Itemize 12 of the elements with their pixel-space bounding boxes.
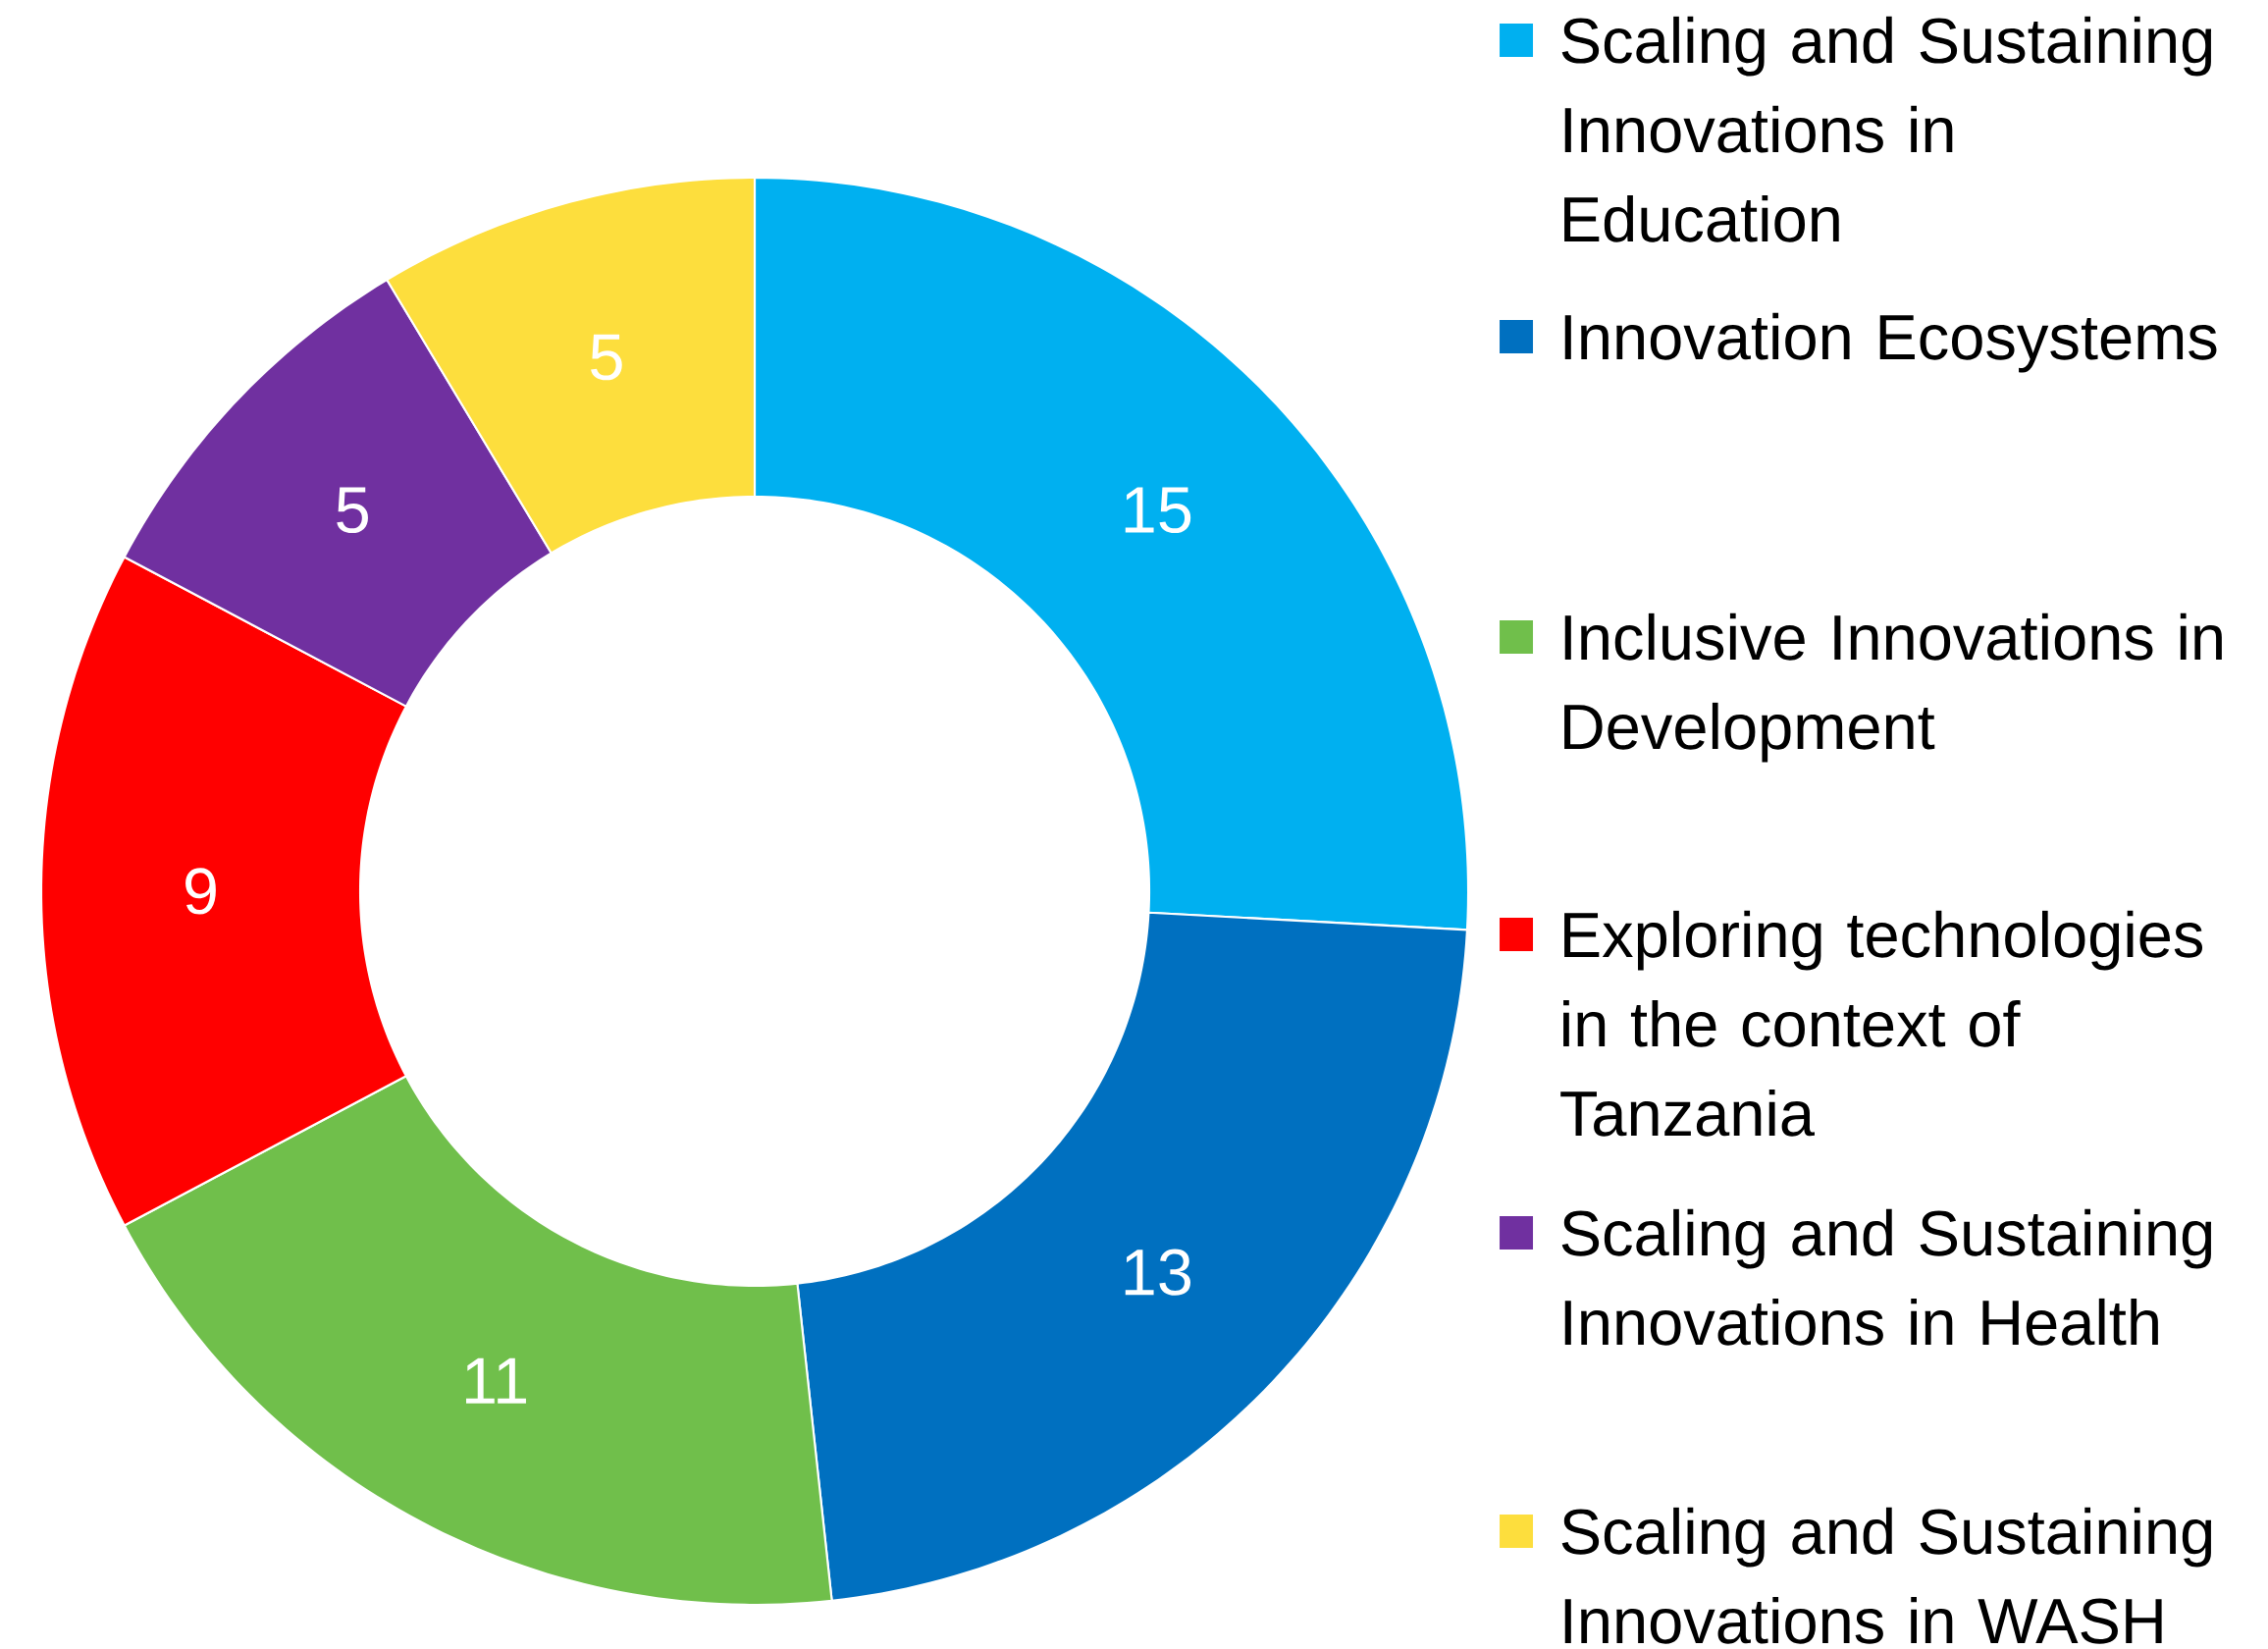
legend-label: Innovation Ecosystems	[1564, 312, 2217, 373]
data-label: 11	[466, 1357, 526, 1404]
legend-label: Scaling and Sustaining Innovations in Health	[1561, 1208, 2212, 1346]
legend-label: Inclusive Innovations in Development	[1564, 612, 2222, 763]
data-label: 13	[1125, 1249, 1191, 1296]
legend-label: Exploring technologies in the context of Tanzania	[1560, 910, 2203, 1137]
data-label: 5	[337, 487, 368, 534]
data-label: 9	[185, 868, 216, 915]
legend-label: Scaling and Sustaining Innovations in Education	[1561, 16, 2212, 242]
data-label: 5	[591, 334, 622, 381]
legend-label: Scaling and Sustaining Innovations in WASH	[1561, 1507, 2212, 1644]
data-label: 15	[1125, 487, 1191, 534]
